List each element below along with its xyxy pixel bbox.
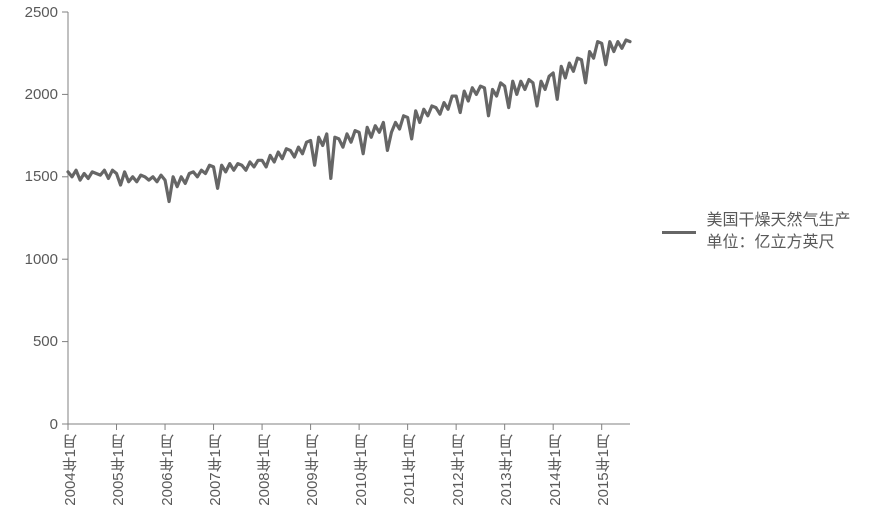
x-tick-label: 2007年1月	[205, 434, 226, 506]
legend-line-1: 美国干燥天然气生产	[706, 212, 850, 229]
x-tick-label: 2010年1月	[351, 434, 372, 506]
x-tick-label: 2012年1月	[448, 434, 469, 506]
chart-container: 05001000150020002500 2004年1月2005年1月2006年…	[0, 0, 871, 526]
x-tick-label: 2005年1月	[108, 434, 129, 506]
x-tick-label: 2014年1月	[545, 434, 566, 506]
legend-swatch	[662, 231, 696, 234]
legend: 美国干燥天然气生产 单位：亿立方英尺	[662, 210, 850, 255]
x-tick-label: 2004年1月	[60, 434, 81, 506]
x-tick-label: 2015年1月	[593, 434, 614, 506]
x-tick-label: 2009年1月	[302, 434, 323, 506]
x-tick-label: 2011年1月	[399, 434, 420, 505]
x-tick-label: 2006年1月	[157, 434, 178, 506]
legend-line-2: 单位：亿立方英尺	[706, 234, 834, 251]
x-tick-label: 2013年1月	[496, 434, 517, 506]
line-chart	[0, 0, 871, 526]
legend-text: 美国干燥天然气生产 单位：亿立方英尺	[706, 210, 850, 255]
x-tick-label: 2008年1月	[254, 434, 275, 506]
